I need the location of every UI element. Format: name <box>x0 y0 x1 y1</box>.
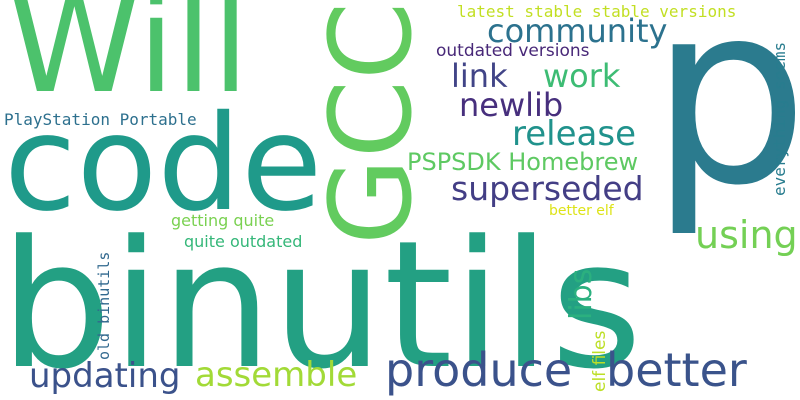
word-outdated-versions: outdated versions <box>436 41 590 61</box>
word-better-elf: better elf <box>549 203 614 219</box>
word-using: using <box>695 213 798 257</box>
word-everything-seems: everything seems <box>770 41 789 196</box>
word-old-binutils: old binutils <box>95 251 113 360</box>
word-getting-quite: getting quite <box>171 211 275 230</box>
word-libs: libs <box>564 268 599 320</box>
word-community: community <box>487 12 668 50</box>
word-quite-outdated: quite outdated <box>184 232 303 251</box>
word-link: link <box>451 57 508 95</box>
word-playstation-portable: PlayStation Portable <box>4 110 197 129</box>
word-assemble: assemble <box>195 355 358 395</box>
word-superseded: superseded <box>451 169 644 208</box>
word-p: p <box>650 0 800 240</box>
word-binutils: binutils <box>0 203 643 400</box>
word-produce: produce <box>385 343 573 397</box>
word-elf-files: elf files <box>590 330 610 392</box>
word-latest-stable-stable-versions: latest stable stable versions <box>457 2 737 21</box>
word-newlib: newlib <box>459 86 564 124</box>
word-pspsdk-homebrew: PSPSDK Homebrew <box>407 148 639 176</box>
word-code: code <box>4 87 323 241</box>
word-work: work <box>543 57 621 95</box>
word-will: Will <box>8 0 250 123</box>
word-release: release <box>512 114 636 154</box>
word-updating: updating <box>29 356 181 396</box>
word-better: better <box>606 343 747 397</box>
word-gcc: GCC <box>307 1 437 245</box>
